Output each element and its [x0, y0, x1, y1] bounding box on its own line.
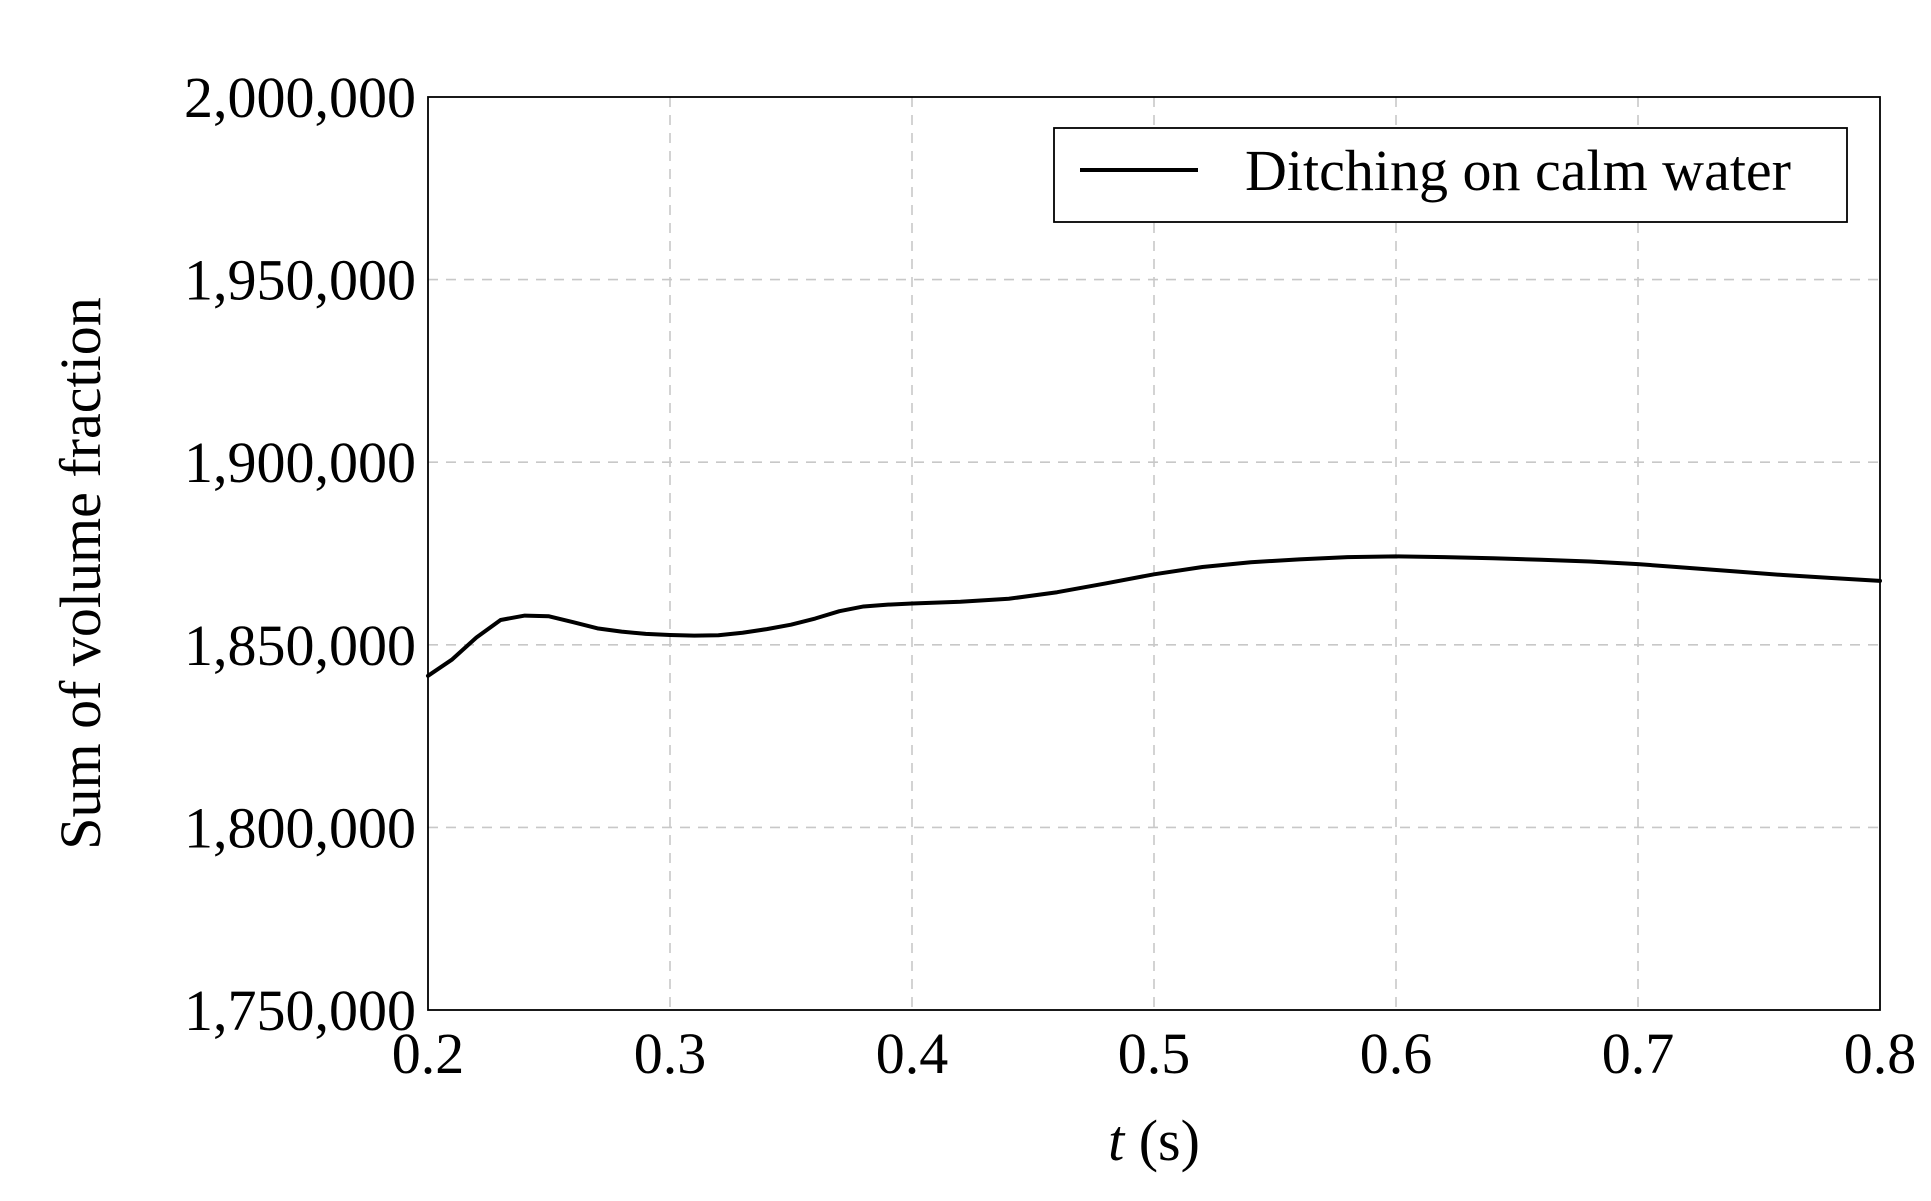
legend-box: [1053, 127, 1848, 223]
x-tick-label: 0.2: [392, 1021, 465, 1086]
x-axis-title: t (s): [1108, 1108, 1200, 1173]
x-tick-label: 0.7: [1602, 1021, 1675, 1086]
legend: Ditching on calm water: [1053, 127, 1848, 223]
y-axis-title: Sum of volume fraction: [48, 297, 113, 850]
x-tick-label: 0.5: [1118, 1021, 1191, 1086]
y-tick-label: 1,900,000: [184, 430, 416, 495]
y-tick-label: 1,800,000: [184, 795, 416, 860]
x-tick-label: 0.8: [1844, 1021, 1917, 1086]
legend-label: Ditching on calm water: [1245, 138, 1791, 203]
grid-lines: [428, 97, 1880, 1010]
x-axis-tick-labels: 0.2 0.3 0.4 0.5 0.6 0.7 0.8: [392, 1021, 1917, 1086]
y-tick-label: 1,850,000: [184, 613, 416, 678]
x-axis-unit: (s): [1124, 1108, 1200, 1173]
x-axis-variable: t: [1108, 1108, 1126, 1173]
x-tick-label: 0.6: [1360, 1021, 1433, 1086]
plot-area-frame: [427, 96, 1881, 1011]
series-layer: [426, 554, 1882, 678]
y-axis-tick-labels: 1,750,000 1,800,000 1,850,000 1,900,000 1,95…: [184, 65, 416, 1043]
y-tick-label: 1,750,000: [184, 978, 416, 1043]
y-tick-label: 1,950,000: [184, 248, 416, 313]
x-tick-label: 0.4: [876, 1021, 949, 1086]
y-tick-label: 2,000,000: [184, 65, 416, 130]
x-tick-label: 0.3: [634, 1021, 707, 1086]
series-line: [426, 554, 1882, 678]
